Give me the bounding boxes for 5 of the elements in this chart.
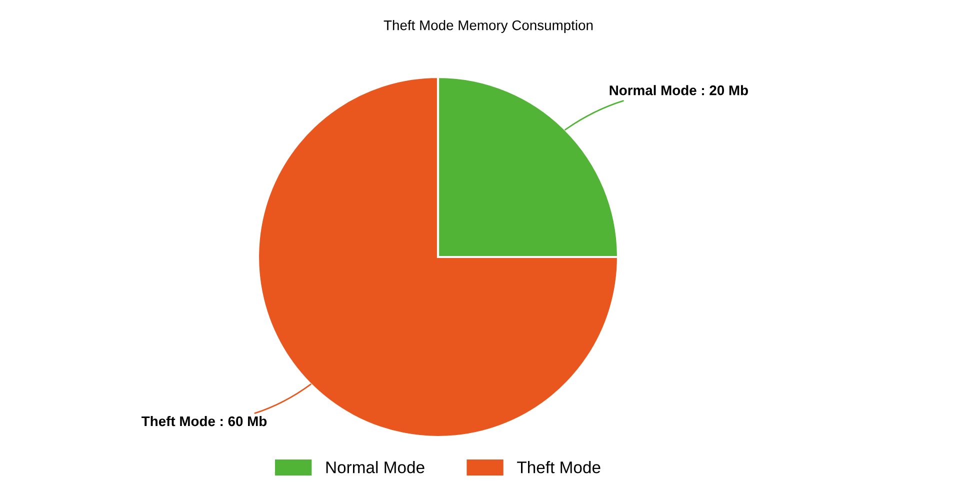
legend-label: Theft Mode: [517, 461, 600, 474]
chart-title: Theft Mode Memory Consumption: [384, 20, 593, 33]
data-label: Normal Mode : 20 Mb: [610, 85, 748, 96]
data-label: Theft Mode : 60 Mb: [142, 416, 267, 426]
legend-label: Normal Mode: [326, 461, 424, 474]
